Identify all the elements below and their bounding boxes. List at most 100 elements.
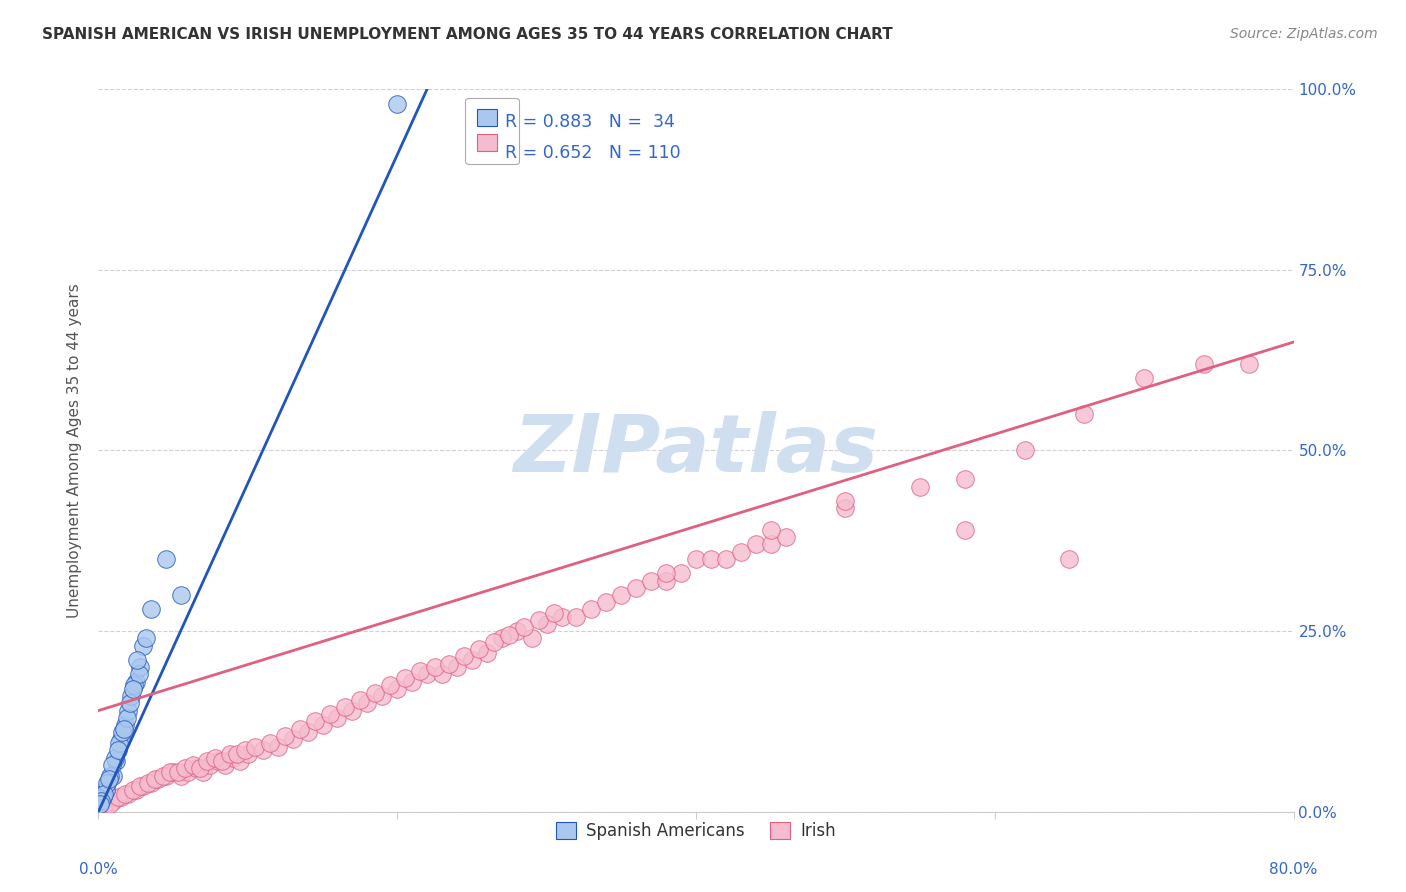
Point [513, 620, 536, 634]
Point [169, 588, 191, 602]
Point [166, 764, 188, 779]
Point [439, 657, 461, 671]
Point [416, 667, 439, 681]
Point [207, 754, 229, 768]
Point [222, 750, 245, 764]
Point [498, 628, 520, 642]
Point [181, 757, 204, 772]
Point [94, 783, 117, 797]
Point [226, 747, 249, 761]
Point [107, 790, 129, 805]
Point [233, 743, 256, 757]
Point [155, 551, 177, 566]
Point [128, 667, 150, 681]
Point [117, 704, 139, 718]
Point [714, 551, 737, 566]
Point [506, 624, 529, 639]
Point [108, 736, 131, 750]
Point [468, 642, 491, 657]
Point [121, 681, 143, 696]
Point [453, 649, 475, 664]
Point [120, 689, 142, 703]
Point [685, 551, 707, 566]
Point [745, 537, 768, 551]
Point [110, 790, 132, 805]
Point [177, 764, 200, 779]
Point [491, 632, 513, 646]
Point [236, 747, 259, 761]
Point [91, 790, 114, 805]
Point [91, 801, 114, 815]
Point [1059, 551, 1081, 566]
Point [125, 674, 148, 689]
Point [356, 696, 378, 710]
Point [93, 787, 115, 801]
Point [115, 711, 138, 725]
Text: R = 0.652   N = 110: R = 0.652 N = 110 [505, 144, 681, 161]
Point [1133, 371, 1156, 385]
Point [129, 780, 152, 794]
Point [1237, 357, 1260, 371]
Point [162, 764, 184, 779]
Text: ZIPatlas: ZIPatlas [513, 411, 879, 490]
Point [139, 602, 162, 616]
Point [281, 732, 304, 747]
Point [775, 530, 797, 544]
Point [143, 772, 166, 787]
Point [148, 772, 170, 787]
Point [595, 595, 617, 609]
Point [484, 635, 506, 649]
Point [111, 725, 134, 739]
Text: SPANISH AMERICAN VS IRISH UNEMPLOYMENT AMONG AGES 35 TO 44 YEARS CORRELATION CHA: SPANISH AMERICAN VS IRISH UNEMPLOYMENT A… [42, 27, 893, 42]
Point [461, 653, 484, 667]
Point [527, 613, 550, 627]
Point [259, 736, 281, 750]
Point [536, 616, 558, 631]
Point [423, 660, 446, 674]
Point [139, 776, 162, 790]
Point [124, 678, 146, 692]
Point [304, 714, 326, 729]
Point [188, 761, 211, 775]
Point [211, 754, 233, 768]
Point [401, 674, 423, 689]
Point [349, 692, 371, 706]
Point [430, 667, 453, 681]
Point [97, 772, 120, 787]
Point [127, 653, 149, 667]
Point [288, 722, 311, 736]
Point [245, 739, 267, 754]
Point [159, 764, 181, 779]
Point [908, 480, 931, 494]
Text: 80.0%: 80.0% [1270, 863, 1317, 878]
Point [626, 581, 648, 595]
Point [311, 718, 333, 732]
Point [1192, 357, 1215, 371]
Point [319, 707, 342, 722]
Point [378, 678, 401, 692]
Point [101, 757, 124, 772]
Y-axis label: Unemployment Among Ages 35 to 44 years: Unemployment Among Ages 35 to 44 years [67, 283, 83, 618]
Point [184, 761, 207, 775]
Point [610, 588, 633, 602]
Legend: Spanish Americans, Irish: Spanish Americans, Irish [550, 815, 842, 847]
Point [118, 696, 141, 710]
Point [90, 794, 112, 808]
Point [655, 574, 678, 588]
Point [105, 754, 128, 768]
Point [1014, 443, 1036, 458]
Point [759, 537, 782, 551]
Point [121, 783, 143, 797]
Point [565, 609, 588, 624]
Point [197, 754, 219, 768]
Point [371, 689, 394, 703]
Point [129, 660, 152, 674]
Point [333, 700, 356, 714]
Point [385, 96, 409, 111]
Point [326, 711, 349, 725]
Point [98, 769, 122, 783]
Point [219, 747, 242, 761]
Point [581, 602, 603, 616]
Point [252, 743, 274, 757]
Point [385, 681, 409, 696]
